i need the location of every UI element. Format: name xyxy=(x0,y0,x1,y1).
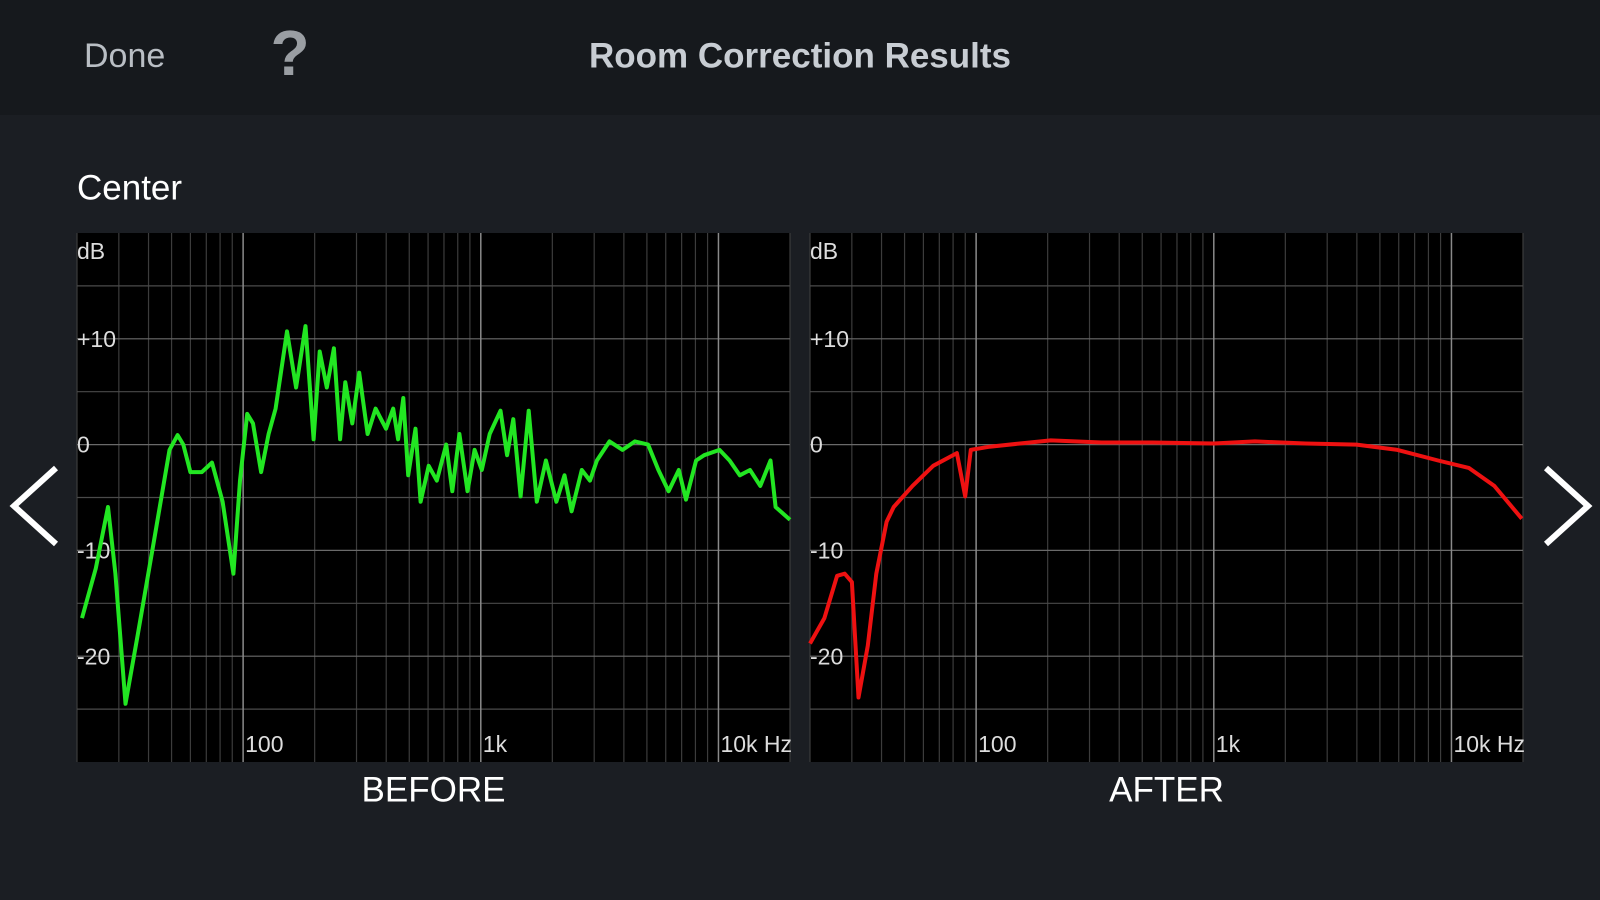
x-tick-label: 10k Hz xyxy=(1453,731,1525,757)
page-title: Room Correction Results xyxy=(589,36,1011,75)
help-button[interactable]: ? xyxy=(270,17,309,89)
x-tick-label: 1k xyxy=(1216,731,1241,757)
prev-arrow[interactable] xyxy=(9,465,59,547)
done-button[interactable]: Done xyxy=(84,37,165,75)
chart-caption: BEFORE xyxy=(362,770,506,809)
y-tick-label: -10 xyxy=(77,537,110,563)
y-tick-label: -10 xyxy=(810,537,843,563)
y-axis-label: dB xyxy=(77,238,105,264)
y-tick-label: +10 xyxy=(810,326,849,352)
y-tick-label: 0 xyxy=(810,432,823,458)
x-tick-label: 100 xyxy=(245,731,283,757)
y-axis-label: dB xyxy=(810,238,838,264)
response-curve xyxy=(80,324,792,706)
header-bar xyxy=(0,0,1600,115)
y-tick-label: -20 xyxy=(77,643,110,669)
next-arrow[interactable] xyxy=(1543,465,1593,547)
x-tick-label: 10k Hz xyxy=(720,731,792,757)
y-tick-label: +10 xyxy=(77,326,116,352)
section-label: Center xyxy=(77,168,182,207)
chart-caption: AFTER xyxy=(1109,770,1224,809)
y-tick-label: -20 xyxy=(810,643,843,669)
x-tick-label: 1k xyxy=(483,731,508,757)
x-tick-label: 100 xyxy=(978,731,1016,757)
y-tick-label: 0 xyxy=(77,432,90,458)
response-curve xyxy=(808,438,1524,700)
